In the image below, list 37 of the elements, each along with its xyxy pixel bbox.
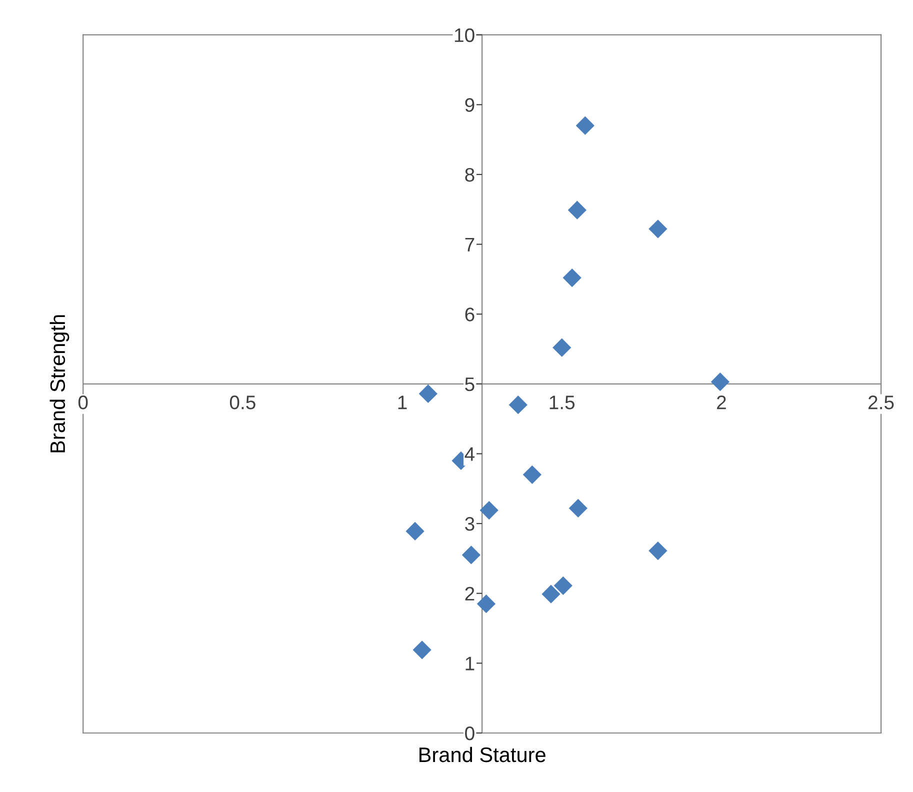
y-tick-label: 4 [464,447,475,461]
point [508,396,528,414]
y-tick-label: 2 [465,586,474,600]
point [554,576,572,596]
y-tick-label: 8 [465,168,474,182]
point [568,498,588,518]
x-tick-label: 2 [717,396,726,410]
point [462,546,481,564]
y-tick-label: 0 [465,726,474,740]
y-tick-label: 1 [466,656,474,670]
y-tick-label: 9 [465,98,474,112]
x-tick-label: 1.5 [550,396,575,410]
point [476,594,496,614]
y-tick-label: 10 [454,28,474,42]
point [480,500,498,520]
point [648,220,668,238]
point [648,541,668,560]
x-tick-label: 0.5 [230,396,256,410]
point [576,116,594,135]
point [412,640,432,660]
x-tick-label: 0 [78,396,88,410]
y-tick-label: 3 [465,517,474,531]
point [562,268,582,288]
point [552,338,572,357]
point [710,372,730,392]
x-axis-title: Brand Stature [420,746,546,762]
point [542,584,560,604]
point [568,200,586,220]
y-tick-label: 5 [465,378,474,392]
x-tick-label: 1 [398,396,407,410]
point [522,465,542,484]
point [418,384,438,404]
y-tick-label: 6 [465,308,474,322]
y-axis-title: Brand Strength [50,315,70,452]
y-tick-label: 7 [465,238,474,252]
x-tick-label: 2.5 [868,396,894,410]
point [406,522,424,541]
